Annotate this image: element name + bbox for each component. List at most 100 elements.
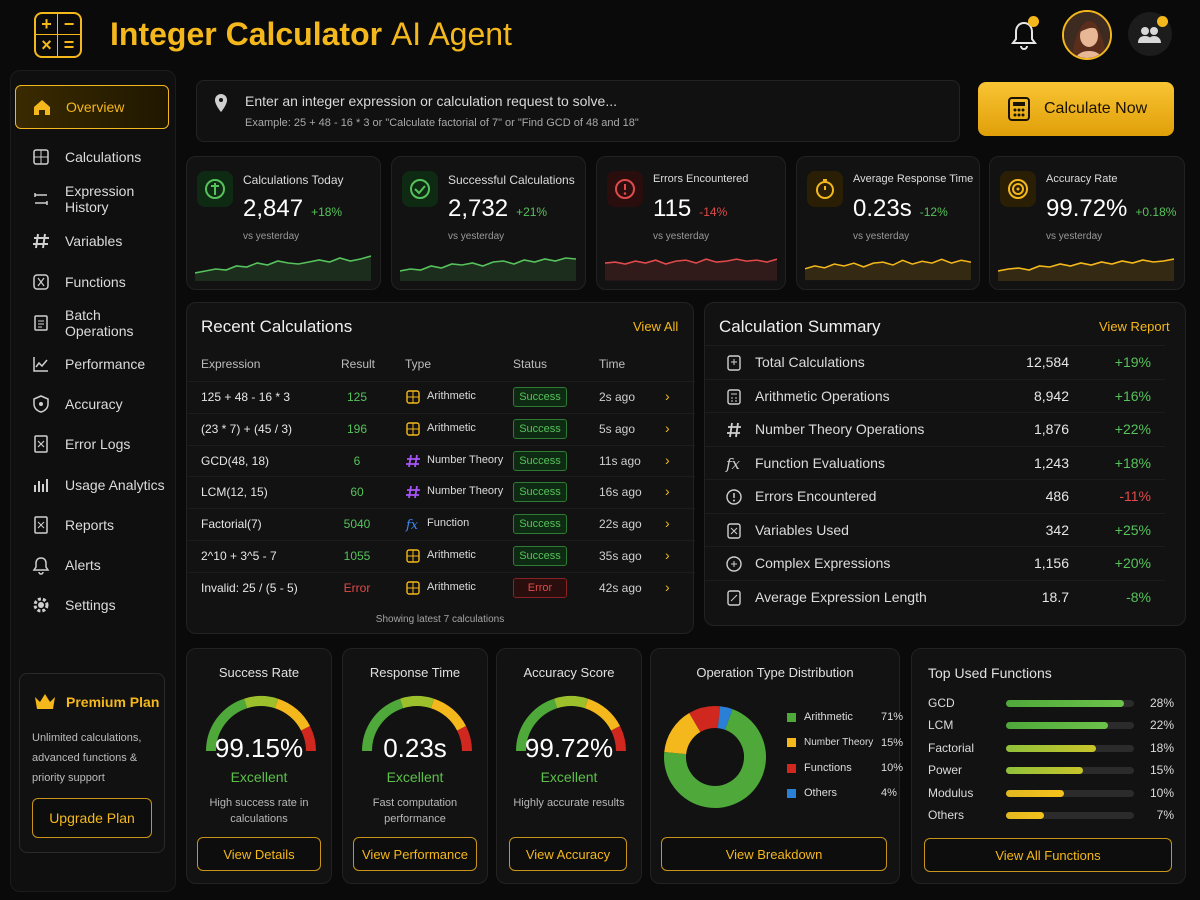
view-report-link[interactable]: View Report <box>1099 319 1170 334</box>
result-cell: 196 <box>346 421 368 436</box>
table-row[interactable]: Invalid: 25 / (5 - 5) Error Arithmetic Erro… <box>187 571 695 604</box>
sidebar-item-alerts[interactable]: Alerts <box>15 543 169 587</box>
upgrade-plan-button[interactable]: Upgrade Plan <box>32 798 152 838</box>
summary-change: +20% <box>1114 555 1151 571</box>
chevron-right-icon[interactable]: › <box>665 483 670 500</box>
svg-text:fx: fx <box>405 518 419 532</box>
table-row[interactable]: LCM(12, 15) 60 Number Theory Success 16s ago… <box>187 476 695 508</box>
legend-number-theory: Number Theory 15% <box>787 737 903 749</box>
gauge-arc-segment <box>456 726 472 752</box>
sidebar-item-calculations[interactable]: Calculations <box>15 135 169 179</box>
donut-slice-functions <box>689 706 721 733</box>
function-label: LCM <box>928 718 954 733</box>
table-row[interactable]: GCD(48, 18) 6 Number Theory Success 11s ago › <box>187 444 695 477</box>
stat-value: 2,732 +21% <box>448 195 547 223</box>
function-label: Factorial <box>928 740 975 755</box>
sidebar-item-accuracy[interactable]: Accuracy <box>15 382 169 426</box>
sidebar-item-label: Expression History <box>65 183 135 215</box>
gauge-title: Accuracy Score <box>523 665 615 680</box>
sidebar-item-settings[interactable]: Settings <box>15 583 169 627</box>
result-cell: Error <box>343 580 371 595</box>
chevron-right-icon[interactable]: › <box>665 451 670 468</box>
team-icon[interactable] <box>1128 12 1172 56</box>
svg-text:fx: fx <box>725 455 741 473</box>
view-performance-button[interactable]: View Performance <box>353 837 477 871</box>
time-cell: 2s ago <box>599 390 636 404</box>
summary-value: 18.7 <box>1041 588 1069 605</box>
check-circle-icon <box>402 171 438 207</box>
legend-label: Functions <box>804 762 852 774</box>
time-cell: 16s ago <box>599 485 642 500</box>
table-row[interactable]: Factorial(7) 5040 fx Function Success 22s ago… <box>187 508 695 540</box>
sparkline <box>805 258 971 281</box>
summary-row: Variables Used 342 +25% <box>705 512 1165 547</box>
summary-row: Number Theory Operations 1,876 +22% <box>705 412 1165 446</box>
gauge-title: Success Rate <box>218 665 300 680</box>
chevron-right-icon[interactable]: › <box>665 388 670 404</box>
stat-number: 115 <box>653 195 692 222</box>
summary-change: +22% <box>1114 421 1151 437</box>
table-row[interactable]: (23 * 7) + (45 / 3) 196 Arithmetic Success 5… <box>187 412 695 445</box>
stat-number: 0.23s <box>853 195 912 222</box>
summary-label: Errors Encountered <box>755 488 877 504</box>
sidebar-item-functions[interactable]: Functions <box>15 260 169 304</box>
sidebar-item-reports[interactable]: Reports <box>15 503 169 547</box>
variable-icon <box>727 522 741 539</box>
summary-label: Number Theory Operations <box>755 421 925 437</box>
chevron-right-icon[interactable]: › <box>665 578 670 595</box>
notifications-bell-icon[interactable] <box>1008 16 1040 52</box>
result-cell: 125 <box>346 390 368 404</box>
success-rate-card: Success Rate 99.15% Excellent High succe… <box>186 648 332 884</box>
expression-input[interactable]: Enter an integer expression or calculati… <box>196 80 960 142</box>
calculator-logo-icon: + − × = <box>34 12 82 58</box>
stat-label: Calculations Today <box>243 173 344 187</box>
view-all-link[interactable]: View All <box>633 319 679 334</box>
calculator-icon <box>727 388 741 405</box>
stat-subtext: vs yesterday <box>653 231 710 242</box>
function-usage-row: GCD 28% <box>928 693 1174 713</box>
usage-bar-track <box>1006 744 1134 752</box>
sparkline-line <box>605 258 777 265</box>
search-hint: Example: 25 + 48 - 16 * 3 or "Calculate … <box>245 117 639 129</box>
sidebar-item-expression-history[interactable]: Expression History <box>15 177 169 221</box>
sidebar-item-label: Functions <box>65 274 126 290</box>
calculator-icon <box>406 549 420 563</box>
usage-bar-track <box>1006 789 1134 797</box>
view-details-button[interactable]: View Details <box>197 837 321 871</box>
sparkline-line <box>195 255 371 274</box>
view-breakdown-button[interactable]: View Breakdown <box>661 837 887 871</box>
chevron-right-icon[interactable]: › <box>665 547 670 563</box>
chevron-right-icon[interactable]: › <box>665 419 670 436</box>
summary-value: 1,156 <box>1033 555 1069 571</box>
legend-pct: 10% <box>881 762 904 774</box>
table-row[interactable]: 2^10 + 3^5 - 7 1055 Arithmetic Success 35s a… <box>187 540 695 572</box>
sparkline-area <box>998 259 1174 281</box>
gauge-value: 0.23s <box>383 733 447 763</box>
gauge-arc-segment <box>300 726 316 752</box>
sidebar-item-overview[interactable]: Overview <box>15 85 169 129</box>
function-usage-row: Factorial 18% <box>928 738 1174 758</box>
function-label: Power <box>928 763 963 778</box>
usage-bar-fill <box>1006 722 1109 730</box>
sidebar-item-performance[interactable]: Performance <box>15 342 169 386</box>
type-cell: Function <box>427 517 470 530</box>
table-row[interactable]: 125 + 48 - 16 * 3 125 Arithmetic Success 2s … <box>187 381 695 413</box>
view-accuracy-button[interactable]: View Accuracy <box>509 837 627 871</box>
stat-number: 2,847 <box>243 195 304 222</box>
logo-plus-glyph: + <box>36 14 58 35</box>
stat-value: 99.72% +0.18% <box>1046 195 1176 223</box>
usage-bar-track <box>1006 700 1134 707</box>
view-all-functions-button[interactable]: View All Functions <box>924 838 1172 872</box>
expression-cell: LCM(12, 15) <box>201 485 268 500</box>
summary-value: 1,876 <box>1033 421 1069 437</box>
user-avatar[interactable] <box>1062 10 1112 60</box>
sidebar-item-batch-operations[interactable]: Batch Operations <box>15 301 169 345</box>
calculate-now-button[interactable]: Calculate Now <box>978 82 1174 136</box>
summary-row: Arithmetic Operations 8,942 +16% <box>705 378 1165 413</box>
sidebar-item-variables[interactable]: Variables <box>15 219 169 263</box>
stat-label: Accuracy Rate <box>1046 173 1118 185</box>
stat-number: 2,732 <box>448 195 509 222</box>
sidebar-item-usage-analytics[interactable]: Usage Analytics <box>15 463 169 507</box>
chevron-right-icon[interactable]: › <box>665 515 670 532</box>
sidebar-item-error-logs[interactable]: Error Logs <box>15 422 169 466</box>
